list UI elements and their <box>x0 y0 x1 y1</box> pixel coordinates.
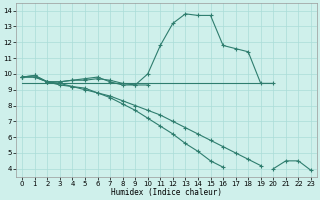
X-axis label: Humidex (Indice chaleur): Humidex (Indice chaleur) <box>111 188 222 197</box>
